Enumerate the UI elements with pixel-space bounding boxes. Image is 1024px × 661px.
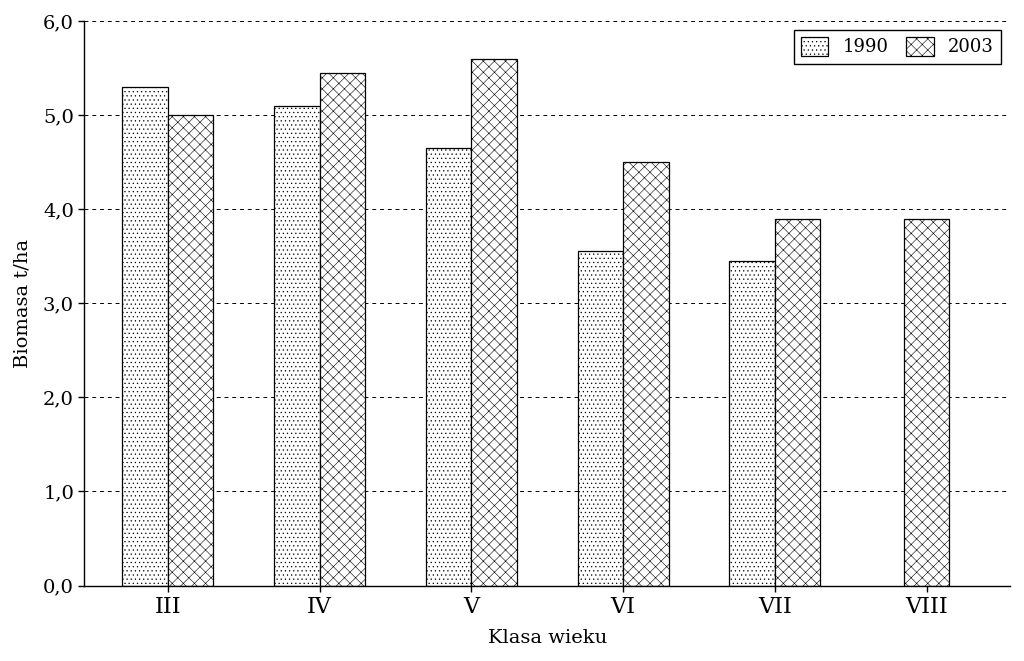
Bar — [274, 106, 319, 586]
Bar — [319, 73, 366, 586]
X-axis label: Klasa wieku: Klasa wieku — [487, 629, 607, 647]
Bar — [471, 59, 517, 586]
Bar — [729, 261, 775, 586]
Legend: 1990, 2003: 1990, 2003 — [794, 30, 1001, 63]
Y-axis label: Biomasa t/ha: Biomasa t/ha — [14, 239, 32, 368]
Bar — [426, 148, 471, 586]
Bar — [122, 87, 168, 586]
Bar — [578, 251, 624, 586]
Bar — [904, 219, 949, 586]
Bar — [168, 115, 213, 586]
Bar — [624, 162, 669, 586]
Bar — [775, 219, 820, 586]
